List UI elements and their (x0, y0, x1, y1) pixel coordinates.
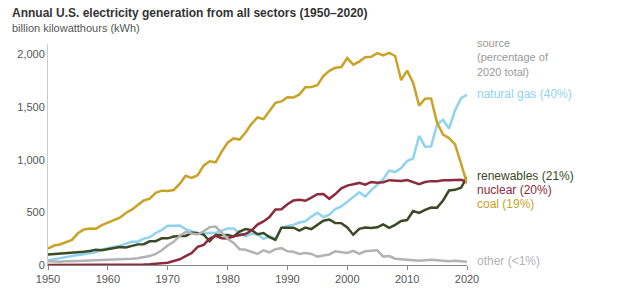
svg-text:500: 500 (26, 206, 44, 218)
svg-text:renewables (21%): renewables (21%) (477, 169, 574, 183)
svg-text:2,000: 2,000 (17, 48, 45, 60)
svg-text:0: 0 (39, 259, 45, 271)
svg-text:other (<1%): other (<1%) (477, 254, 540, 268)
svg-text:natural gas (40%): natural gas (40%) (477, 87, 572, 101)
svg-text:1990: 1990 (275, 273, 299, 285)
svg-text:1,500: 1,500 (17, 101, 45, 113)
svg-text:billion kilowatthours (kWh): billion kilowatthours (kWh) (12, 22, 140, 34)
svg-text:2000: 2000 (335, 273, 359, 285)
svg-text:2020: 2020 (455, 273, 479, 285)
svg-text:1960: 1960 (96, 273, 120, 285)
svg-text:nuclear (20%): nuclear (20%) (477, 183, 552, 197)
svg-text:coal (19%): coal (19%) (477, 197, 534, 211)
svg-text:2010: 2010 (395, 273, 419, 285)
svg-text:Annual U.S. electricity genera: Annual U.S. electricity generation from … (12, 6, 367, 20)
svg-text:1970: 1970 (155, 273, 179, 285)
svg-text:source(percentage of2020 total: source(percentage of2020 total) (477, 37, 549, 78)
svg-text:1,000: 1,000 (17, 154, 45, 166)
svg-text:1950: 1950 (36, 273, 60, 285)
svg-text:1980: 1980 (215, 273, 239, 285)
